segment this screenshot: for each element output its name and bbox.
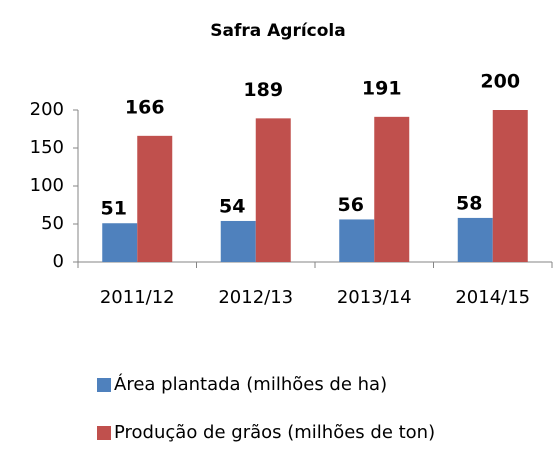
legend-swatch — [97, 426, 111, 440]
data-label: 56 — [338, 194, 364, 216]
y-tick-label: 0 — [53, 251, 64, 272]
data-label: 51 — [101, 198, 127, 220]
bar — [220, 220, 256, 262]
bar — [255, 118, 291, 262]
x-tick-label: 2011/12 — [100, 287, 175, 308]
data-label: 54 — [219, 195, 245, 217]
bar — [137, 135, 173, 262]
data-label: 191 — [362, 77, 402, 99]
data-label: 166 — [125, 96, 165, 118]
y-tick-label: 150 — [30, 137, 64, 158]
data-label: 200 — [480, 71, 520, 93]
y-tick-label: 200 — [30, 99, 64, 120]
bar — [374, 116, 410, 262]
y-tick-label: 100 — [30, 175, 64, 196]
x-tick-label: 2013/14 — [337, 287, 412, 308]
x-tick-label: 2012/13 — [218, 287, 293, 308]
data-label: 189 — [243, 79, 283, 101]
bar — [492, 110, 528, 262]
legend-label: Área plantada (milhões de ha) — [114, 373, 387, 395]
legend-label: Produção de grãos (milhões de ton) — [114, 422, 435, 443]
legend-swatch — [97, 378, 111, 392]
y-tick-label: 50 — [41, 213, 64, 234]
bar — [339, 219, 375, 262]
bar — [457, 217, 493, 262]
data-label: 58 — [456, 192, 482, 214]
bar — [102, 223, 138, 262]
chart-title: Safra Agrícola — [210, 21, 345, 41]
x-tick-label: 2014/15 — [455, 287, 530, 308]
